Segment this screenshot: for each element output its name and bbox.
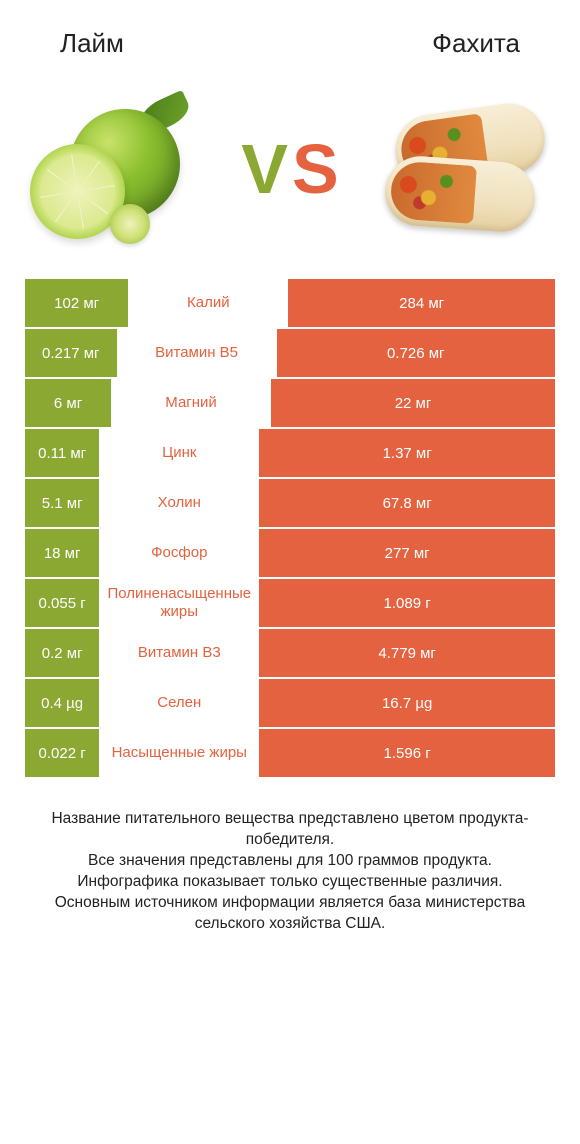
table-row: 5.1 мгХолин67.8 мг: [25, 479, 555, 529]
left-value: 6 мг: [25, 379, 111, 427]
table-row: 0.055 гПолиненасыщенные жиры1.089 г: [25, 579, 555, 629]
vs-label: V S: [241, 134, 338, 204]
left-value: 0.4 µg: [25, 679, 99, 727]
right-value: 4.779 мг: [259, 629, 555, 677]
left-value: 0.2 мг: [25, 629, 99, 677]
right-value: 16.7 µg: [259, 679, 555, 727]
left-value: 0.11 мг: [25, 429, 99, 477]
right-value: 284 мг: [288, 279, 555, 327]
right-value: 67.8 мг: [259, 479, 555, 527]
left-value: 0.022 г: [25, 729, 99, 777]
nutrient-label: Магний: [111, 379, 271, 427]
nutrient-label: Цинк: [99, 429, 259, 477]
footer-line: Инфографика показывает только существенн…: [30, 872, 550, 893]
fajita-image: [370, 89, 550, 249]
left-value: 0.055 г: [25, 579, 99, 627]
table-row: 0.4 µgСелен16.7 µg: [25, 679, 555, 729]
table-row: 0.022 гНасыщенные жиры1.596 г: [25, 729, 555, 779]
right-value: 22 мг: [271, 379, 555, 427]
footer-line: Все значения представлены для 100 граммо…: [30, 851, 550, 872]
nutrient-label: Витамин B3: [99, 629, 259, 677]
table-row: 0.217 мгВитамин B50.726 мг: [25, 329, 555, 379]
table-row: 6 мгМагний22 мг: [25, 379, 555, 429]
nutrient-label: Калий: [128, 279, 288, 327]
left-value: 5.1 мг: [25, 479, 99, 527]
nutrient-label: Полиненасыщенные жиры: [99, 579, 259, 627]
nutrient-label: Фосфор: [99, 529, 259, 577]
vs-s: S: [292, 134, 339, 204]
table-row: 102 мгКалий284 мг: [25, 279, 555, 329]
right-value: 277 мг: [259, 529, 555, 577]
vs-v: V: [241, 134, 288, 204]
table-row: 0.11 мгЦинк1.37 мг: [25, 429, 555, 479]
nutrient-label: Витамин B5: [117, 329, 277, 377]
nutrient-label: Селен: [99, 679, 259, 727]
left-value: 0.217 мг: [25, 329, 117, 377]
footer-line: Основным источником информации является …: [30, 893, 550, 935]
table-row: 18 мгФосфор277 мг: [25, 529, 555, 579]
right-value: 1.37 мг: [259, 429, 555, 477]
right-value: 0.726 мг: [277, 329, 555, 377]
hero: V S: [0, 69, 580, 269]
left-food-title: Лайм: [60, 28, 124, 59]
nutrient-label: Холин: [99, 479, 259, 527]
right-value: 1.596 г: [259, 729, 555, 777]
footer-note: Название питательного вещества представл…: [0, 779, 580, 935]
nutrient-table: 102 мгКалий284 мг0.217 мгВитамин B50.726…: [0, 269, 580, 779]
table-row: 0.2 мгВитамин B34.779 мг: [25, 629, 555, 679]
footer-line: Название питательного вещества представл…: [30, 809, 550, 851]
header: Лайм Фахита: [0, 0, 580, 69]
lime-image: [30, 89, 210, 249]
left-value: 102 мг: [25, 279, 128, 327]
right-value: 1.089 г: [259, 579, 555, 627]
left-value: 18 мг: [25, 529, 99, 577]
nutrient-label: Насыщенные жиры: [99, 729, 259, 777]
right-food-title: Фахита: [432, 28, 520, 59]
